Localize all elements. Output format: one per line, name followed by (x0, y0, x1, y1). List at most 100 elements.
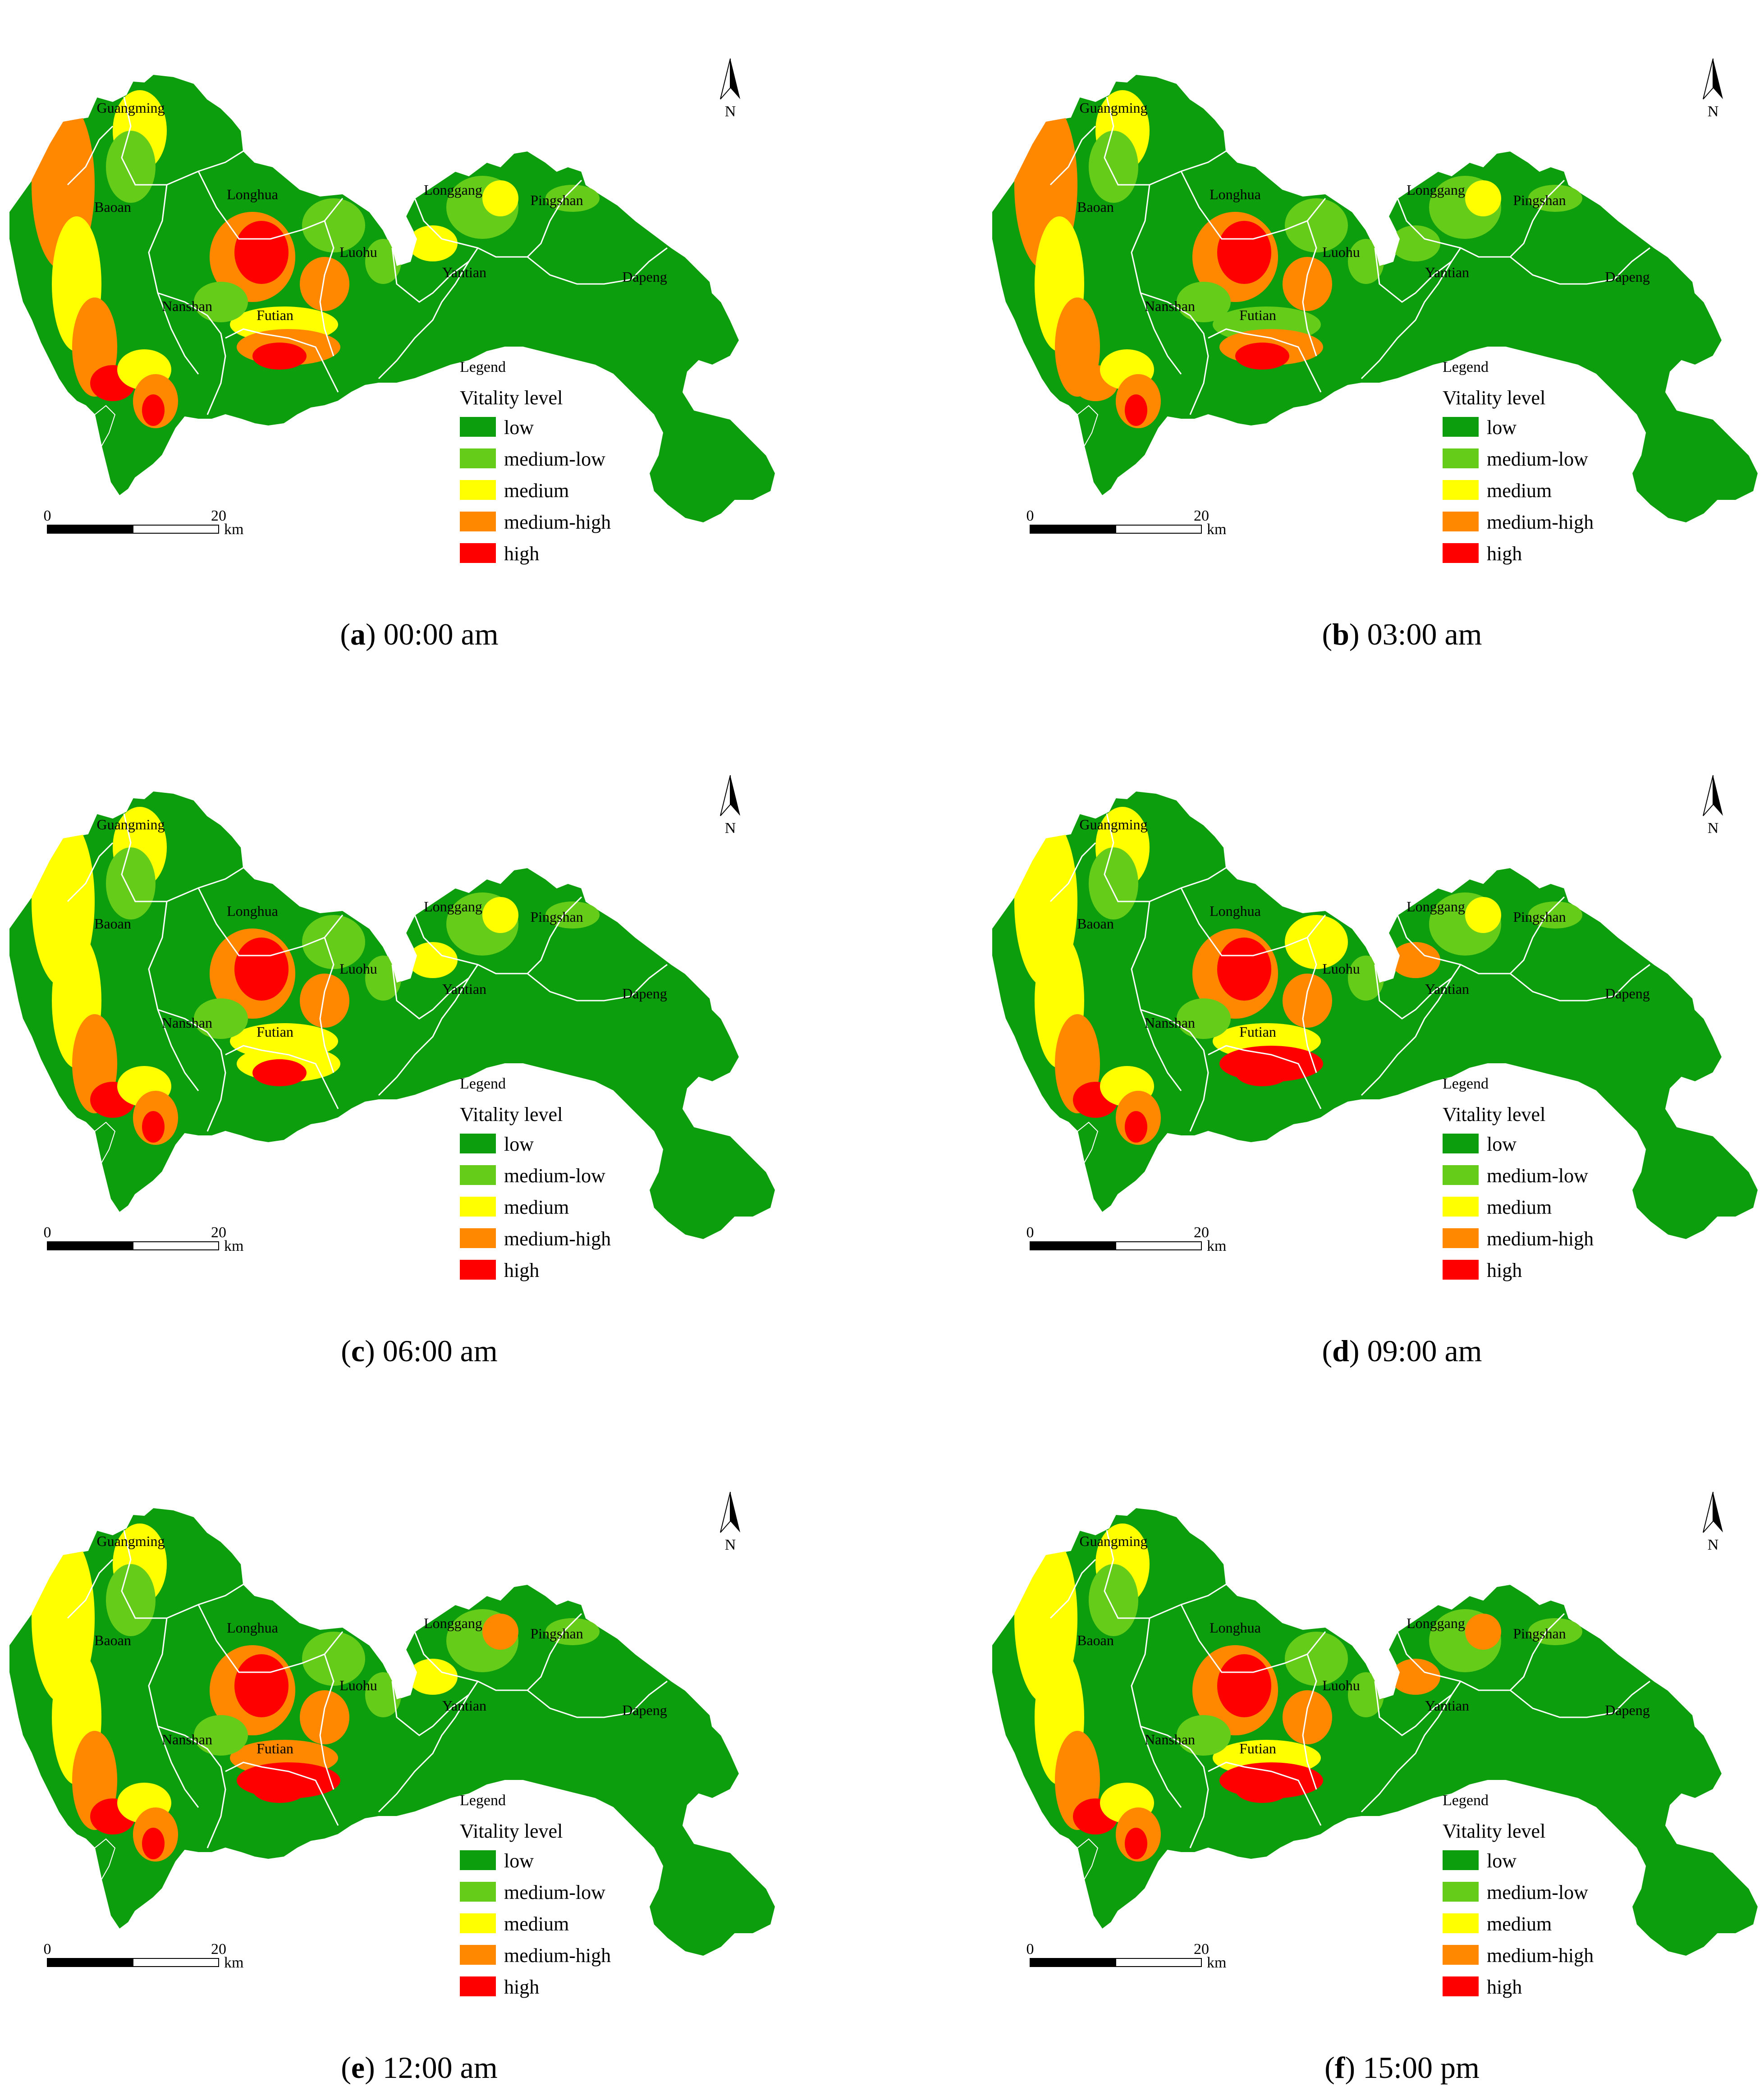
vitality-zone-mh (482, 1614, 518, 1650)
district-boundary (1397, 896, 1565, 974)
district-boundary (1104, 96, 1227, 186)
scale-start-label: 0 (44, 1941, 51, 1958)
legend-title: Legend (1443, 359, 1489, 375)
legend-label-medium-high: medium-high (504, 1228, 611, 1250)
district-boundary (527, 1680, 668, 1718)
vitality-zones (1014, 90, 1582, 428)
vitality-zone-mh (300, 257, 349, 311)
district-boundary (391, 964, 469, 1020)
legend-swatch-medium (1443, 1197, 1479, 1217)
legend-label-high: high (504, 1976, 539, 1998)
district-boundary (1510, 964, 1650, 1002)
legend-swatch-low (1443, 1134, 1479, 1153)
legend-label-medium-low: medium-low (1487, 448, 1588, 470)
legend-subtitle: Vitality level (460, 1103, 563, 1125)
district-label-longhua: Longhua (1210, 1619, 1261, 1636)
district-label-longgang: Longgang (424, 182, 482, 198)
legend-swatch-medium-high (460, 1228, 496, 1248)
district-label-longgang: Longgang (1407, 898, 1465, 915)
district-boundary (391, 247, 469, 303)
district-boundary (121, 813, 244, 902)
legend-label-low: low (1487, 1850, 1517, 1872)
district-boundary (1302, 937, 1317, 1073)
district-label-futian: Futian (1239, 1024, 1276, 1040)
vitality-zone-ml (106, 131, 156, 203)
vitality-zone-med (1465, 180, 1501, 216)
legend-swatch-medium-low (460, 448, 496, 468)
north-label: N (1708, 820, 1719, 837)
district-label-baoan: Baoan (94, 1632, 131, 1648)
district-boundary (157, 1725, 226, 1848)
vitality-zone-hi (1125, 394, 1147, 426)
legend-label-medium: medium (504, 1196, 569, 1218)
vitality-zones (1014, 807, 1582, 1145)
legend-label-medium-low: medium-low (1487, 1165, 1588, 1187)
legend-title: Legend (460, 1792, 506, 1809)
legend-swatch-low (460, 1850, 496, 1870)
district-boundary (391, 1681, 469, 1736)
legend-label-medium: medium (504, 1913, 569, 1935)
north-arrow-icon: N (1703, 58, 1723, 120)
legend-label-medium-high: medium-high (504, 511, 611, 533)
district-boundary (67, 1559, 114, 1619)
vitality-zone-hi (234, 221, 289, 284)
district-label-luohu: Luohu (339, 961, 377, 977)
district-boundary (1104, 813, 1227, 902)
legend-label-medium: medium (1487, 1196, 1552, 1218)
legend-label-medium-high: medium-high (504, 1944, 611, 1967)
legend-title: Legend (460, 359, 506, 375)
vitality-zone-med (482, 897, 518, 933)
map-panel-b: Guangming Longhua Baoan Longgang Pingshan Yan… (991, 58, 1759, 651)
district-label-pingshan: Pingshan (530, 1625, 583, 1642)
vitality-zone-hi (252, 343, 307, 370)
district-label-dapeng: Dapeng (622, 985, 667, 1002)
legend-title: Legend (1443, 1792, 1489, 1809)
district-boundary (225, 1045, 339, 1109)
district-boundary (1302, 220, 1317, 357)
district-boundary (1374, 964, 1452, 1020)
district-label-dapeng: Dapeng (1605, 269, 1650, 285)
vitality-zones (32, 1523, 600, 1862)
legend-swatch-medium-high (1443, 1228, 1479, 1248)
vitality-zone-hi (1125, 1828, 1147, 1859)
district-boundary (1208, 1761, 1322, 1826)
vitality-zone-ml (302, 1632, 365, 1686)
vitality-zone-mh (1283, 974, 1332, 1028)
legend-swatch-low (1443, 417, 1479, 437)
legend-label-high: high (504, 543, 539, 565)
district-boundary (378, 964, 479, 1096)
legend-swatch-medium-low (460, 1165, 496, 1185)
scale-end-label: 20 (1194, 508, 1209, 524)
district-label-futian: Futian (257, 1740, 293, 1757)
legend-label-medium-low: medium-low (504, 1165, 605, 1187)
vitality-zone-med (408, 1659, 458, 1695)
map-panel-d: Guangming Longhua Baoan Longgang Pingshan Yan… (991, 775, 1759, 1368)
coastal-piece (1077, 1121, 1099, 1164)
district-label-guangming: Guangming (1079, 816, 1147, 833)
district-boundary (157, 292, 226, 415)
legend-label-low: low (1487, 416, 1517, 439)
vitality-zone-med (1285, 915, 1348, 969)
district-label-futian: Futian (1239, 1740, 1276, 1757)
legend-subtitle: Vitality level (460, 1820, 563, 1842)
district-boundary (414, 896, 582, 974)
vitality-zone-ml (302, 915, 365, 969)
legend-label-low: low (504, 1850, 534, 1872)
legend-swatch-medium-high (460, 1945, 496, 1965)
legend-swatch-medium (1443, 480, 1479, 500)
vitality-zone-mh (1465, 1614, 1501, 1650)
legend-swatch-high (460, 543, 496, 563)
district-label-baoan: Baoan (1077, 1632, 1114, 1648)
district-label-nanshan: Nanshan (162, 1731, 212, 1747)
district-label-guangming: Guangming (1079, 100, 1147, 116)
district-boundary (1510, 247, 1650, 285)
district-label-guangming: Guangming (1079, 1533, 1147, 1549)
vitality-zone-hi (142, 1111, 165, 1143)
legend-swatch-medium-high (460, 512, 496, 531)
legend-label-low: low (504, 1133, 534, 1155)
caption-c: (c) 06:00 am (341, 1334, 497, 1368)
